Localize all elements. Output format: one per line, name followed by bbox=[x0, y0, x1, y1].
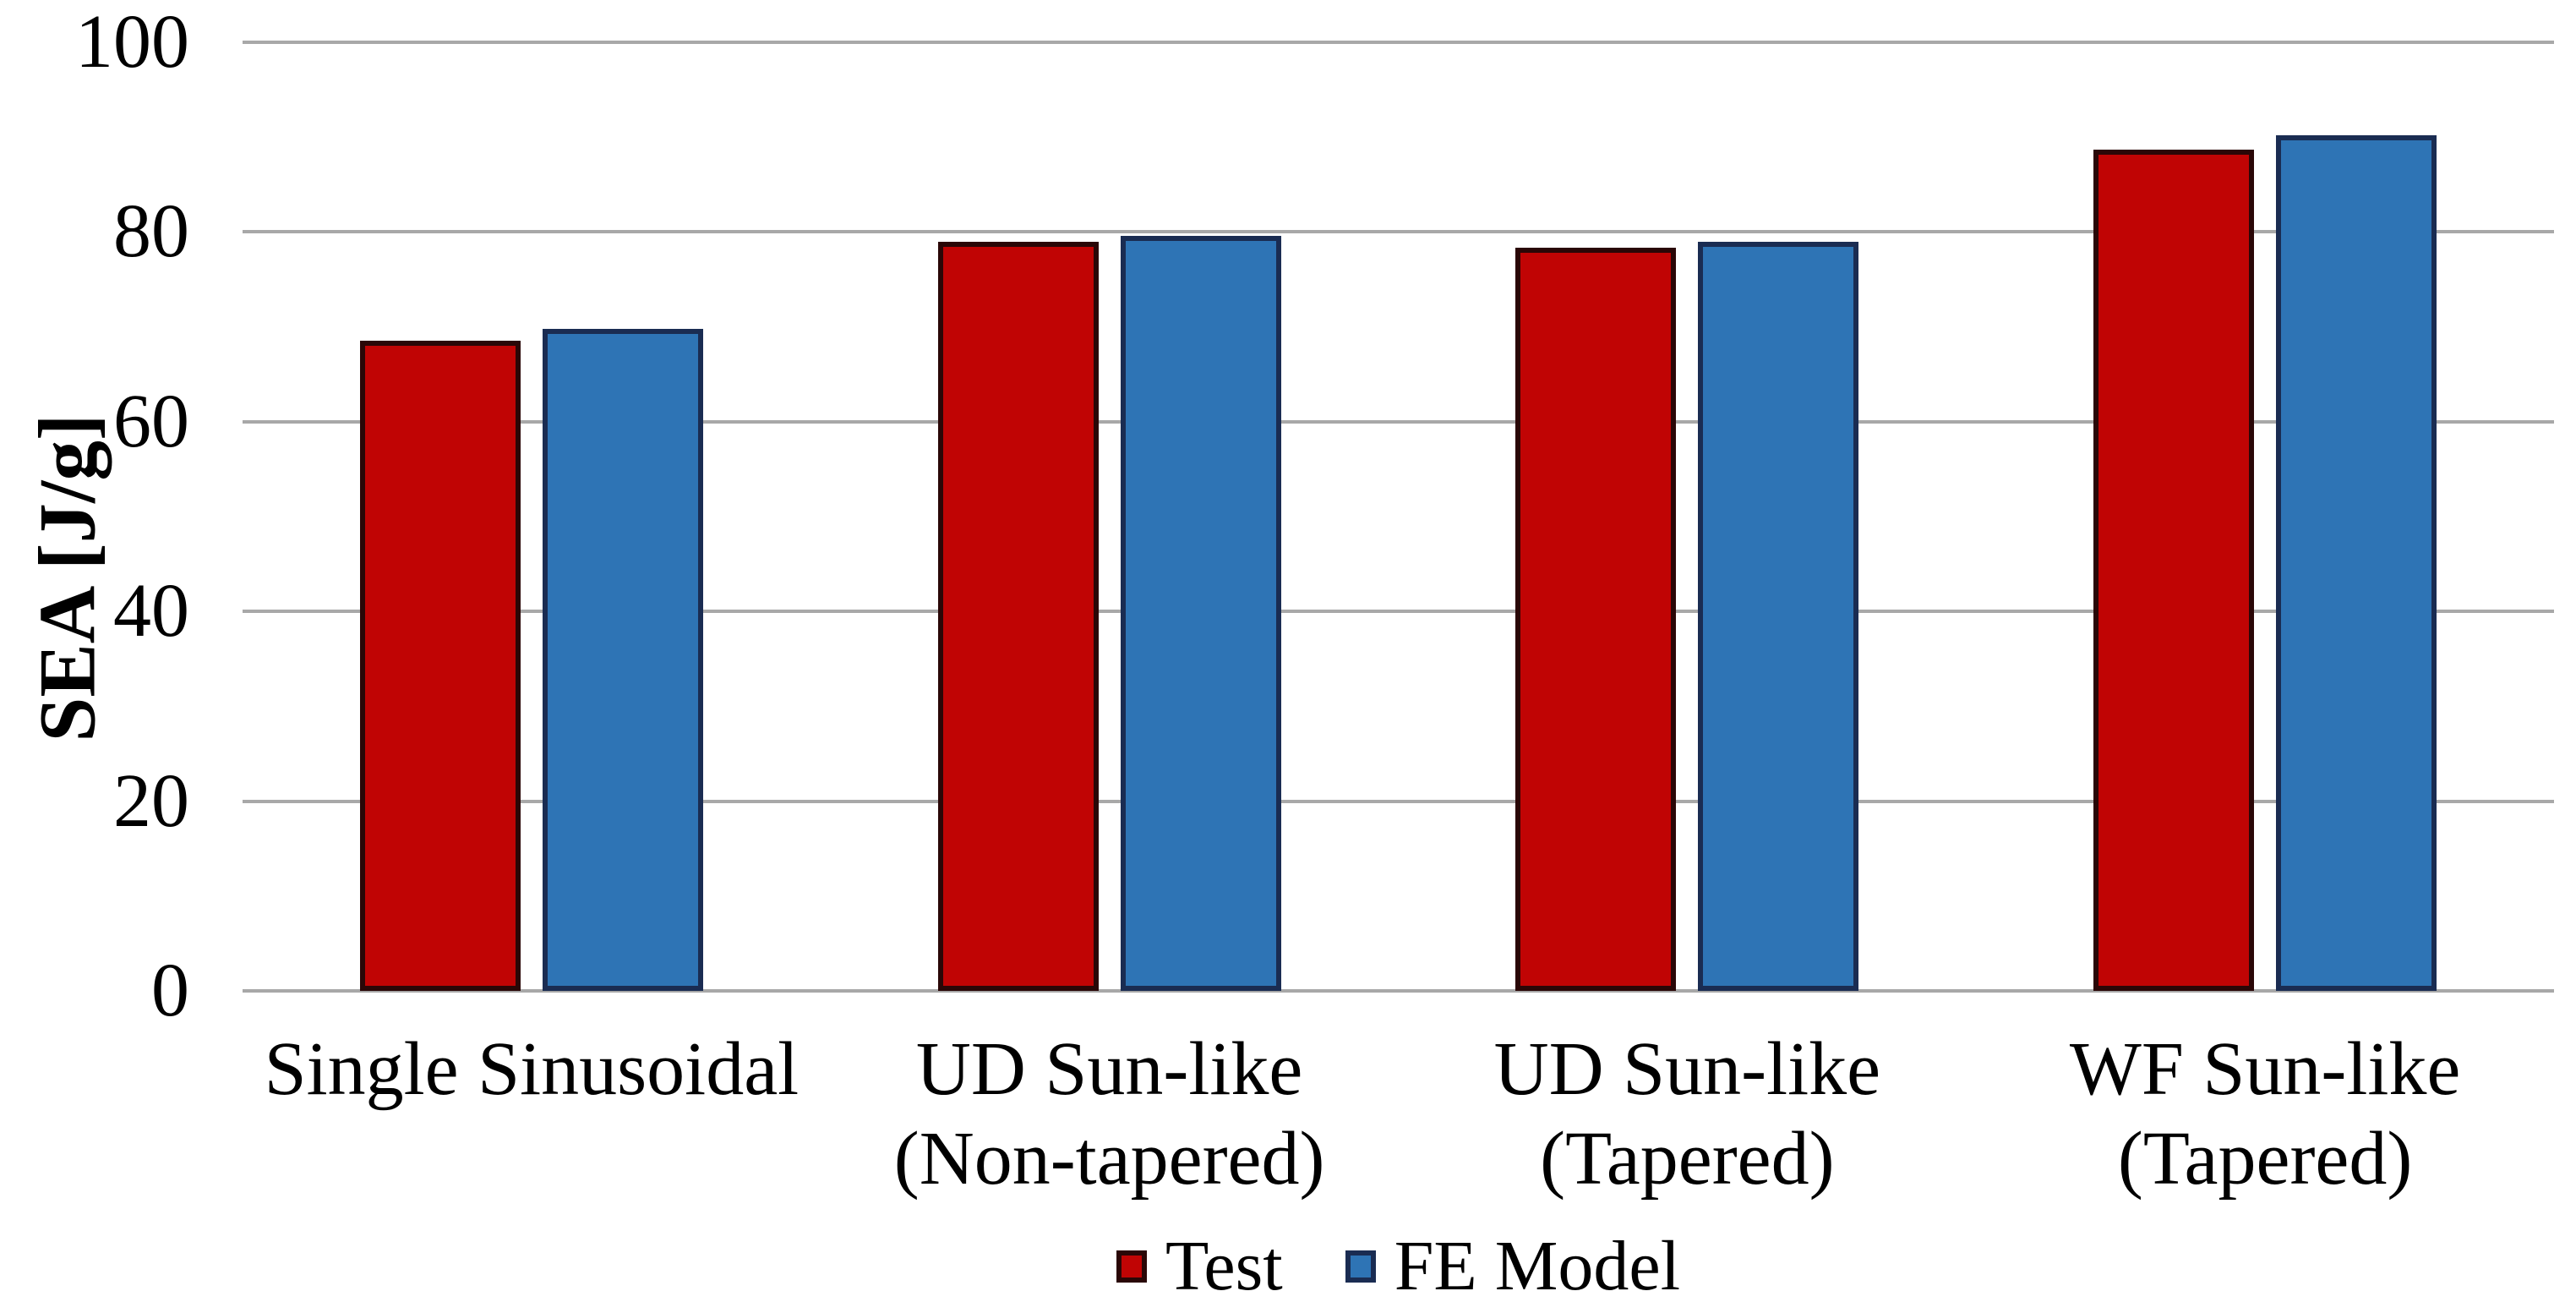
category-label: UD Sun-like (Non-tapered) bbox=[893, 1027, 1325, 1201]
gridline bbox=[243, 230, 2554, 234]
y-tick-label: 40 bbox=[113, 569, 189, 654]
y-tick-label: 20 bbox=[113, 758, 189, 843]
y-tick-label: 60 bbox=[113, 379, 189, 463]
bar-fe-model bbox=[1120, 235, 1281, 991]
gridline bbox=[243, 419, 2554, 424]
test-swatch-icon bbox=[1116, 1250, 1147, 1283]
bar-test bbox=[1515, 248, 1677, 991]
bar-test bbox=[937, 241, 1099, 991]
legend-item-fe-model: FE Model bbox=[1345, 1231, 1680, 1302]
y-tick-label: 80 bbox=[113, 189, 189, 274]
legend-label: FE Model bbox=[1394, 1227, 1681, 1305]
legend-label: Test bbox=[1165, 1227, 1283, 1305]
bar-fe-model bbox=[2276, 134, 2437, 991]
gridline bbox=[243, 41, 2554, 44]
fe-model-swatch-icon bbox=[1345, 1250, 1376, 1283]
x-axis-line bbox=[243, 989, 2554, 993]
bar-fe-model bbox=[542, 328, 703, 991]
y-tick-label: 0 bbox=[151, 949, 189, 1032]
category-label: Single Sinusoidal bbox=[264, 1027, 800, 1111]
bar-test bbox=[2093, 149, 2255, 991]
gridline bbox=[243, 799, 2554, 803]
category-label: UD Sun-like (Tapered) bbox=[1493, 1027, 1881, 1201]
legend: Test FE Model bbox=[243, 1224, 2554, 1309]
bar-test bbox=[359, 341, 521, 991]
bar-fe-model bbox=[1698, 241, 1859, 991]
legend-item-test: Test bbox=[1116, 1231, 1283, 1302]
gridline bbox=[243, 610, 2554, 614]
category-label: WF Sun-like (Tapered) bbox=[2069, 1027, 2461, 1201]
y-tick-label: 100 bbox=[75, 0, 189, 84]
